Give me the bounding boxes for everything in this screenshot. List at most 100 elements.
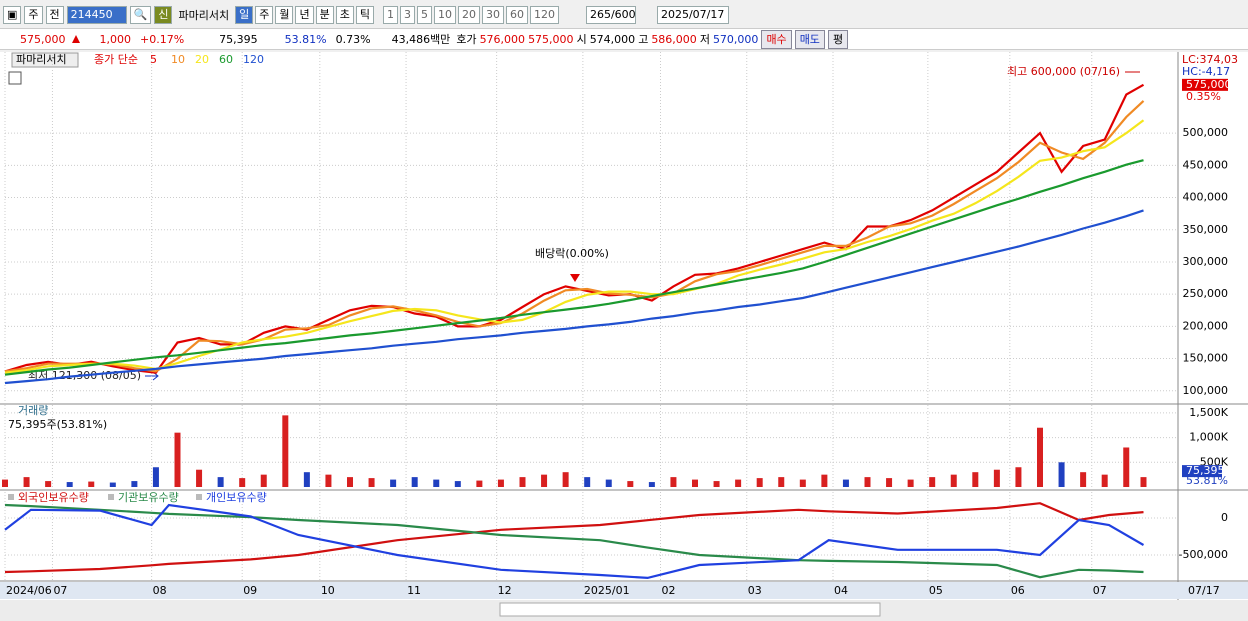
volume-bar bbox=[929, 477, 936, 487]
x-tick-label: 12 bbox=[498, 584, 512, 597]
volume-bar bbox=[109, 482, 116, 487]
y-tick-label: 400,000 bbox=[1183, 191, 1229, 204]
new-badge: 신 bbox=[154, 6, 173, 24]
interval-button[interactable]: 일 bbox=[235, 6, 254, 24]
period-button[interactable]: 60 bbox=[505, 6, 528, 24]
volume-bar bbox=[864, 477, 871, 487]
y-tick-label: 1,500K bbox=[1189, 406, 1228, 419]
interval-button[interactable]: 분 bbox=[315, 6, 334, 24]
period-button[interactable]: 30 bbox=[481, 6, 504, 24]
volume-ratio: 53.81% bbox=[284, 32, 327, 46]
current-volume: 75,395 bbox=[1186, 464, 1225, 477]
open: 574,000 bbox=[589, 32, 636, 46]
legend-swatch bbox=[8, 494, 14, 500]
change-pct: +0.17% bbox=[140, 32, 185, 46]
volume-bar bbox=[347, 477, 353, 487]
menu-icon[interactable]: ▣ bbox=[3, 6, 22, 24]
ask: 576,000 bbox=[479, 32, 526, 46]
x-axis-band bbox=[0, 582, 1248, 599]
legend-item: 기관보유수량 bbox=[118, 491, 179, 504]
scroll-thumb[interactable] bbox=[499, 602, 881, 617]
volume-bar bbox=[713, 481, 720, 487]
interval-button[interactable]: 월 bbox=[275, 6, 294, 24]
volume-bar bbox=[842, 479, 849, 487]
volume-bar bbox=[454, 481, 461, 487]
interval-button[interactable]: 주 bbox=[255, 6, 274, 24]
price: 575,000 bbox=[20, 32, 66, 46]
buy-button[interactable]: 매수 bbox=[761, 29, 792, 49]
x-tick-label: 08 bbox=[153, 584, 167, 597]
avg-button[interactable]: 평 bbox=[827, 29, 849, 49]
period-button[interactable]: 20 bbox=[457, 6, 480, 24]
sell-button[interactable]: 매도 bbox=[794, 29, 825, 49]
current-volume-pct: 53.81% bbox=[1186, 474, 1228, 487]
volume-bar bbox=[519, 477, 526, 487]
volume-bar bbox=[778, 477, 785, 487]
y-tick-label: 250,000 bbox=[1183, 287, 1229, 300]
hc-label: HC:-4,17 bbox=[1182, 65, 1230, 78]
date[interactable]: 2025/07/17 bbox=[656, 6, 729, 24]
period-button[interactable]: 10 bbox=[433, 6, 456, 24]
y-tick-label: 150,000 bbox=[1183, 352, 1229, 365]
volume-subtitle: 75,395주(53.81%) bbox=[8, 418, 107, 431]
search[interactable]: 🔍 bbox=[129, 6, 152, 24]
period-button[interactable]: 5 bbox=[416, 6, 432, 24]
x-tick-label: 05 bbox=[929, 584, 943, 597]
volume-bar bbox=[1015, 467, 1022, 487]
volume-bar bbox=[196, 469, 203, 487]
volume-bar bbox=[1101, 474, 1108, 487]
count[interactable]: 265/600 bbox=[585, 6, 636, 24]
legend-item: 5 bbox=[150, 53, 157, 66]
series-line bbox=[4, 503, 1144, 579]
period-button[interactable]: 3 bbox=[399, 6, 415, 24]
interval-button[interactable]: 초 bbox=[335, 6, 354, 24]
volume-bar bbox=[260, 474, 267, 487]
y-tick-label: 350,000 bbox=[1183, 223, 1229, 236]
legend-item: 60 bbox=[219, 53, 233, 66]
code-input[interactable]: 214450 bbox=[66, 6, 127, 24]
x-tick-label: 10 bbox=[321, 584, 335, 597]
y-tick-label: 1,000K bbox=[1189, 431, 1228, 444]
current-price: 575,000 bbox=[1186, 78, 1232, 91]
y-tick-label: -500,000 bbox=[1179, 548, 1228, 561]
y-tick-label: 450,000 bbox=[1183, 158, 1229, 171]
series-line bbox=[4, 159, 1144, 376]
series-line bbox=[4, 503, 1145, 580]
volume-bar bbox=[950, 474, 957, 487]
period-button[interactable]: 120 bbox=[529, 6, 559, 24]
volume-bar bbox=[692, 479, 698, 487]
period-button[interactable]: 1 bbox=[382, 6, 398, 24]
interval-button[interactable]: 틱 bbox=[355, 6, 374, 24]
volume-bar bbox=[886, 478, 893, 487]
volume-bar bbox=[325, 474, 332, 487]
y-tick-label: 0 bbox=[1221, 511, 1228, 524]
y-tick-label: 500,000 bbox=[1183, 126, 1229, 139]
interval-button[interactable]: 년 bbox=[295, 6, 314, 24]
dividend-annotation: 배당락(0.00%) bbox=[535, 247, 609, 260]
series-line bbox=[4, 119, 1145, 374]
volume-bar bbox=[88, 481, 95, 487]
table-icon[interactable] bbox=[8, 71, 22, 85]
volume-bar bbox=[2, 479, 8, 487]
volume-bar bbox=[584, 477, 591, 487]
current-price-box bbox=[1182, 78, 1228, 91]
volume-bar bbox=[239, 478, 246, 487]
volume-bar bbox=[1123, 447, 1130, 487]
x-tick-label: 03 bbox=[748, 584, 762, 597]
dividend-marker bbox=[570, 274, 580, 282]
period-type[interactable]: 주 bbox=[24, 6, 43, 24]
x-tick-label: 09 bbox=[243, 584, 257, 597]
x-tick-label: 07 bbox=[1093, 584, 1107, 597]
volume-bar bbox=[799, 479, 806, 487]
legend-swatch bbox=[108, 494, 114, 500]
last-date: 07/17 bbox=[1188, 584, 1220, 597]
x-tick-label: 2025/01 bbox=[584, 584, 630, 597]
amount: 43,486백만 bbox=[391, 33, 451, 46]
y-tick-label: 200,000 bbox=[1183, 319, 1229, 332]
scope[interactable]: 전 bbox=[45, 6, 64, 24]
low-label: 저 bbox=[699, 33, 710, 46]
volume-bar bbox=[605, 479, 612, 487]
volume-bar bbox=[1037, 427, 1043, 487]
